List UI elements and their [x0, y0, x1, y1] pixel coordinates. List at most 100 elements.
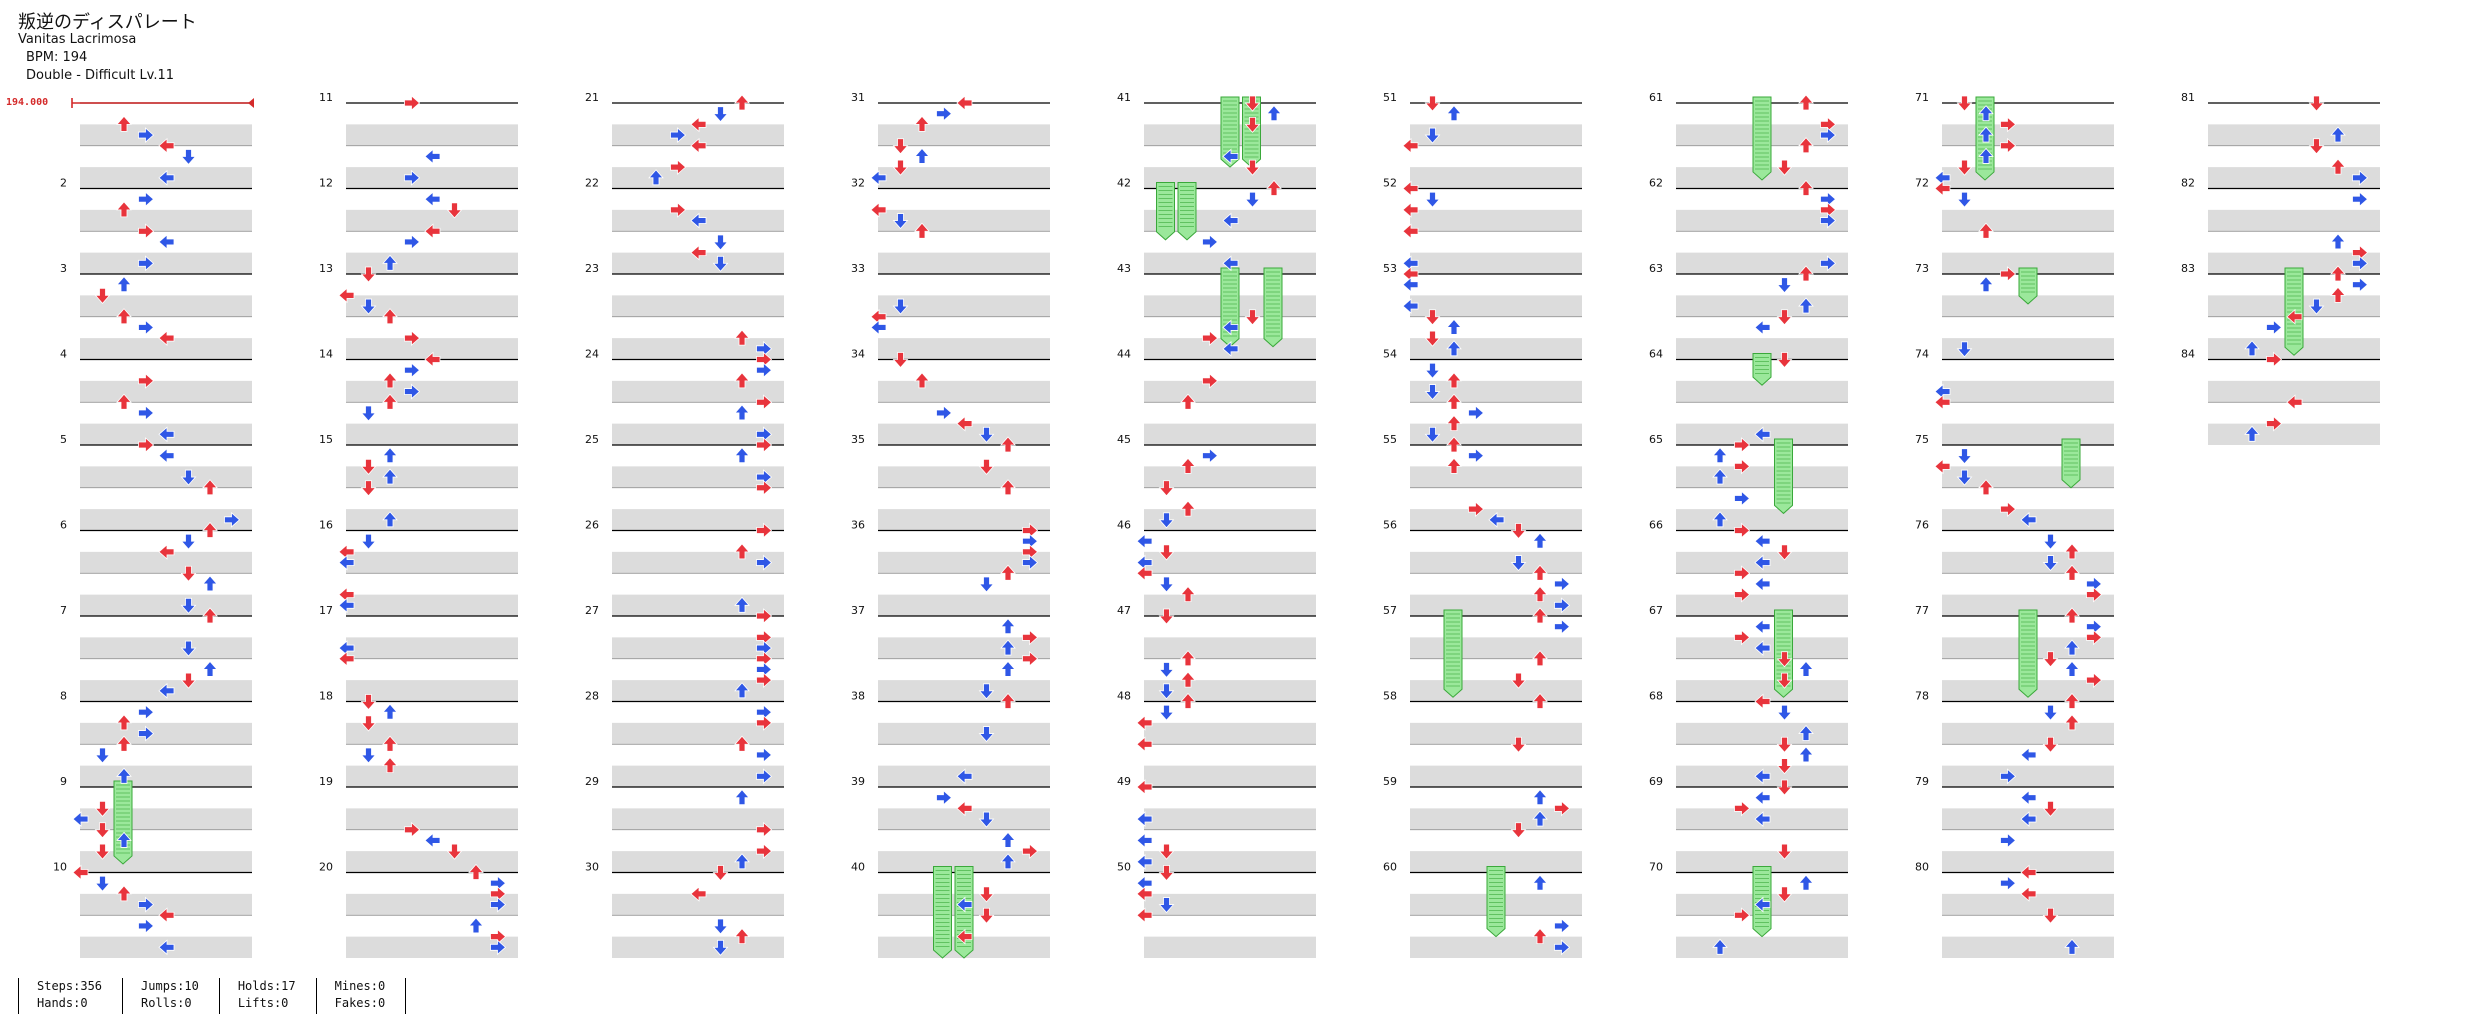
beat-band [1942, 209, 2114, 232]
step-arrow [1754, 811, 1771, 827]
measure-number: 53 [1383, 262, 1397, 275]
measure-number: 2 [60, 177, 67, 190]
hold-note [1220, 96, 1240, 168]
step-arrow [1956, 159, 1973, 176]
measure-number: 55 [1383, 433, 1397, 446]
beat-band [1410, 209, 1582, 232]
step-arrow [1798, 179, 1814, 196]
step-arrow [1776, 758, 1793, 775]
beat-band [612, 252, 784, 274]
step-arrow [158, 447, 175, 464]
step-arrow [446, 202, 463, 219]
beat-band [2208, 124, 2380, 146]
beat-band [1410, 722, 1582, 745]
step-arrow [1510, 822, 1527, 839]
step-arrow [2020, 747, 2037, 763]
measure-number: 16 [319, 519, 333, 532]
step-arrow [2020, 864, 2037, 881]
measure-number: 82 [2181, 177, 2195, 190]
step-arrow [892, 352, 909, 369]
step-arrow [1734, 522, 1751, 539]
step-arrow [956, 928, 973, 945]
step-arrow [2330, 233, 2346, 250]
step-arrow [1000, 639, 1016, 656]
step-arrow [1776, 277, 1793, 294]
measure-number: 72 [1915, 177, 1929, 190]
beat-band [1942, 338, 2114, 360]
step-arrow [382, 393, 398, 410]
measure-number: 6 [60, 519, 67, 532]
hold-note [1486, 866, 1506, 938]
step-arrow [1202, 447, 1219, 464]
step-arrow [1532, 532, 1548, 549]
beat-band [346, 893, 518, 916]
step-arrow [1776, 779, 1793, 796]
song-bpm: BPM: 194 [26, 50, 88, 65]
measure-number: 56 [1383, 519, 1397, 532]
step-arrow [1798, 874, 1814, 891]
step-arrow [914, 115, 930, 132]
step-arrow [138, 437, 155, 453]
step-arrow [1532, 650, 1548, 667]
measure-number: 63 [1649, 262, 1663, 275]
step-arrow [404, 95, 421, 111]
step-arrow [158, 330, 175, 347]
step-arrow [1136, 907, 1153, 924]
stats-col-steps: Steps:356 Hands:0 [18, 978, 122, 1014]
step-arrow [756, 608, 773, 624]
measure-number: 65 [1649, 433, 1663, 446]
measure-number: 51 [1383, 91, 1397, 104]
beat-band [2208, 423, 2380, 445]
step-arrow [1554, 618, 1571, 635]
step-arrow [2064, 639, 2080, 656]
step-arrow [116, 735, 132, 752]
hold-note [1443, 609, 1463, 698]
beat-band [1676, 466, 1848, 488]
step-arrow [690, 885, 707, 902]
step-arrow [1158, 576, 1175, 593]
beat-band [878, 808, 1050, 830]
step-arrow [1424, 384, 1441, 401]
beat-band [1410, 680, 1582, 702]
step-arrow [1000, 853, 1016, 870]
step-arrow [1022, 554, 1039, 571]
step-arrow [180, 565, 197, 582]
beat-band [80, 637, 252, 659]
step-arrow [202, 575, 218, 592]
beat-band [878, 466, 1050, 488]
beat-band [1410, 252, 1582, 274]
step-arrow [1000, 831, 1016, 848]
measure-number: 29 [585, 775, 599, 788]
measure-number: 11 [319, 91, 333, 104]
measure-number: 24 [585, 348, 599, 361]
step-arrow [1532, 789, 1548, 806]
step-arrow [2352, 276, 2369, 293]
measure-number: 74 [1915, 348, 1929, 361]
step-arrow [1180, 650, 1196, 667]
step-arrow [1978, 105, 1994, 122]
measure-number: 80 [1915, 861, 1929, 874]
step-arrow [2042, 736, 2059, 753]
step-arrow [756, 672, 773, 689]
step-arrow [180, 640, 197, 657]
step-arrow [734, 543, 750, 560]
step-arrow [1468, 405, 1485, 421]
step-arrow [2266, 319, 2283, 336]
step-arrow [1956, 191, 1973, 208]
step-arrow [2330, 286, 2346, 303]
beat-band [1144, 936, 1316, 958]
step-arrow [1554, 597, 1571, 614]
measure-number: 59 [1383, 775, 1397, 788]
step-arrow [116, 115, 132, 132]
step-arrow [180, 149, 197, 166]
measure-number: 26 [585, 519, 599, 532]
step-arrow [914, 222, 930, 239]
measure-number: 76 [1915, 519, 1929, 532]
step-arrow [2000, 832, 2017, 849]
song-difficulty: Double - Difficult Lv.11 [26, 68, 175, 83]
measure-number: 42 [1117, 177, 1131, 190]
beat-band [878, 167, 1050, 189]
hold-note [2061, 438, 2081, 489]
stat-lifts: Lifts:0 [237, 996, 289, 1010]
step-arrow [138, 191, 155, 208]
